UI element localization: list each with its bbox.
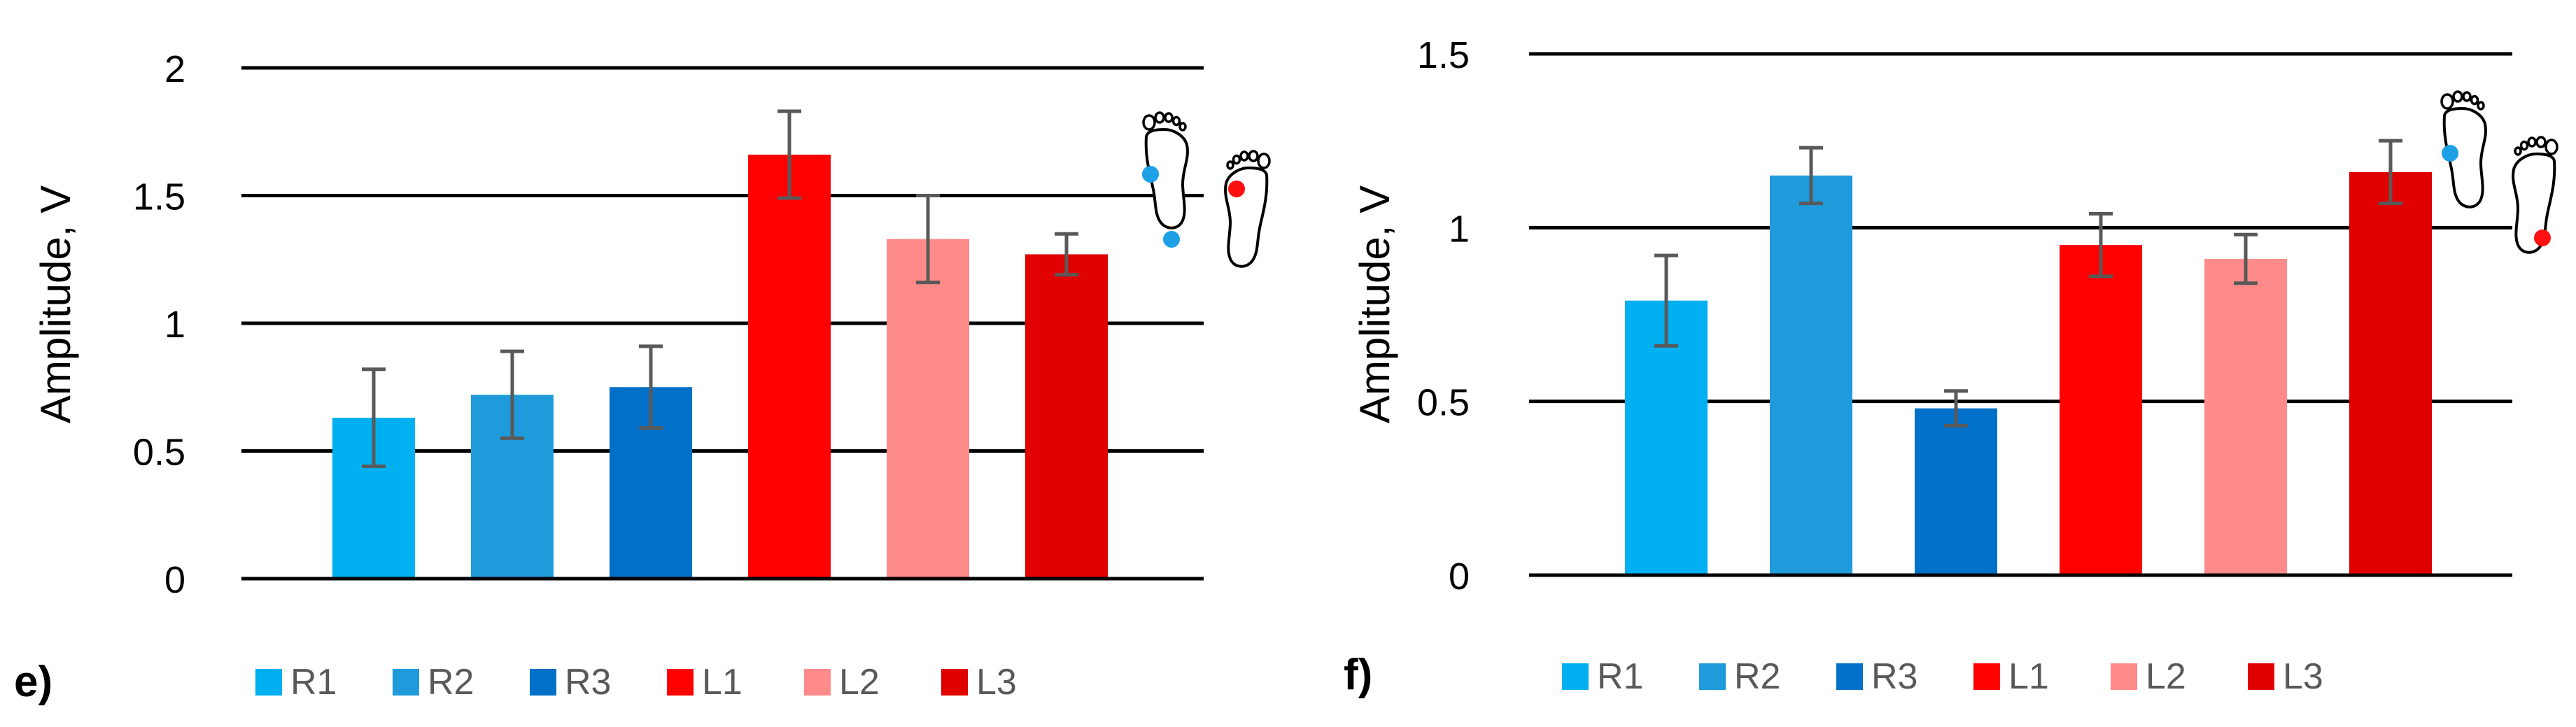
error-bar-l2 — [2234, 232, 2258, 285]
legend-swatch — [530, 669, 556, 696]
legend: R1 R2 R3 L1 L2 L3 — [255, 662, 1017, 703]
bar-r2 — [1770, 175, 1852, 576]
y-axis-label: Amplitude, V — [32, 185, 79, 423]
y-axis-label: Amplitude, V — [1351, 185, 1398, 423]
bars — [1529, 171, 2512, 577]
legend-label: R3 — [1871, 656, 1917, 697]
y-tick-labels: 0 0.5 1 1.5 2 — [133, 48, 185, 601]
error-bar-l3 — [1055, 232, 1078, 277]
left-foot-front-dot — [1228, 181, 1245, 197]
legend-swatch — [393, 669, 419, 696]
y-tick-label: 0.5 — [133, 432, 185, 474]
legend-item-l2: L2 — [2111, 656, 2186, 697]
legend-swatch — [941, 669, 968, 696]
feet-inset-icon — [2440, 90, 2559, 254]
error-bar-l1 — [2089, 211, 2113, 278]
legend-label: L1 — [2008, 656, 2049, 697]
error-bars — [1654, 139, 2402, 428]
error-bar-l3 — [2379, 139, 2402, 206]
legend-item-r2: R2 — [1699, 656, 1780, 697]
chart-panel-e: 0 0.5 1 1.5 2 Amplitude, V e) R1 R2 R3 L1 L2 L3 — [14, 48, 1271, 706]
y-tick-label: 2 — [164, 48, 185, 90]
legend-item-r3: R3 — [1836, 656, 1917, 697]
legend-item-r2: R2 — [393, 662, 474, 703]
bar-l3 — [2349, 171, 2432, 575]
legend: R1 R2 R3 L1 L2 L3 — [1562, 656, 2323, 697]
legend-item-l1: L1 — [1973, 656, 2049, 697]
error-bar-r1 — [1654, 253, 1678, 348]
legend-swatch — [2248, 663, 2274, 690]
bar-r3 — [1915, 408, 1997, 575]
bars — [241, 155, 1204, 581]
bar-l2 — [887, 239, 969, 579]
legend-label: R2 — [1734, 656, 1780, 697]
legend-swatch — [1836, 663, 1863, 690]
legend-swatch — [804, 669, 831, 696]
y-tick-label: 1 — [164, 304, 185, 346]
legend-label: R1 — [1597, 656, 1643, 697]
legend-item-l3: L3 — [2248, 656, 2323, 697]
legend-label: R2 — [428, 662, 474, 703]
bar-l3 — [1025, 254, 1108, 579]
legend-label: R3 — [565, 662, 611, 703]
legend-label: L2 — [2146, 656, 2186, 697]
legend-item-r1: R1 — [1562, 656, 1643, 697]
y-tick-label: 1.5 — [133, 176, 185, 218]
legend-label: L2 — [839, 662, 880, 703]
panel-label: f) — [1344, 651, 1372, 699]
chart-panel-f: 0 0.5 1 1.5 Amplitude, V f) R1 R2 R3 L1 L2 L3 — [1344, 34, 2559, 699]
legend-item-l1: L1 — [667, 662, 742, 703]
bar-l2 — [2204, 259, 2287, 575]
error-bar-r3 — [639, 344, 663, 430]
right-foot-front-dot — [2442, 145, 2458, 162]
legend-swatch — [667, 669, 694, 696]
error-bar-r2 — [1799, 146, 1823, 206]
legend-item-r1: R1 — [255, 662, 337, 703]
legend-label: L3 — [2283, 656, 2323, 697]
legend-label: L1 — [702, 662, 742, 703]
left-foot-heel-dot — [2534, 230, 2551, 246]
legend-swatch — [2111, 663, 2137, 690]
y-tick-label: 1 — [1449, 208, 1470, 250]
panel-label: e) — [14, 658, 52, 706]
legend-label: R1 — [290, 662, 337, 703]
y-tick-label: 0.5 — [1417, 382, 1470, 424]
error-bar-r2 — [500, 349, 524, 440]
legend-swatch — [1699, 663, 1726, 690]
error-bar-l2 — [916, 194, 940, 285]
right-foot-front-dot — [1142, 166, 1159, 183]
legend-item-l2: L2 — [804, 662, 880, 703]
right-foot-heel-dot — [1163, 231, 1180, 248]
legend-item-l3: L3 — [941, 662, 1017, 703]
right-foot-icon — [2440, 90, 2487, 209]
error-bar-l1 — [777, 109, 801, 200]
y-tick-labels: 0 0.5 1 1.5 — [1417, 34, 1470, 598]
right-foot-icon — [1142, 111, 1189, 248]
legend-label: L3 — [976, 662, 1017, 703]
legend-item-r3: R3 — [530, 662, 611, 703]
y-tick-label: 0 — [164, 559, 185, 601]
left-foot-icon — [1224, 150, 1271, 268]
y-tick-label: 1.5 — [1417, 34, 1470, 76]
legend-swatch — [1973, 663, 2000, 690]
y-tick-label: 0 — [1449, 556, 1470, 598]
legend-swatch — [255, 669, 282, 696]
bar-l1 — [748, 155, 831, 579]
feet-inset-icon — [1142, 111, 1271, 268]
error-bar-r1 — [362, 367, 386, 468]
error-bars — [362, 109, 1078, 468]
legend-swatch — [1562, 663, 1589, 690]
error-bar-r3 — [1944, 389, 1968, 428]
bar-l1 — [2060, 245, 2142, 575]
